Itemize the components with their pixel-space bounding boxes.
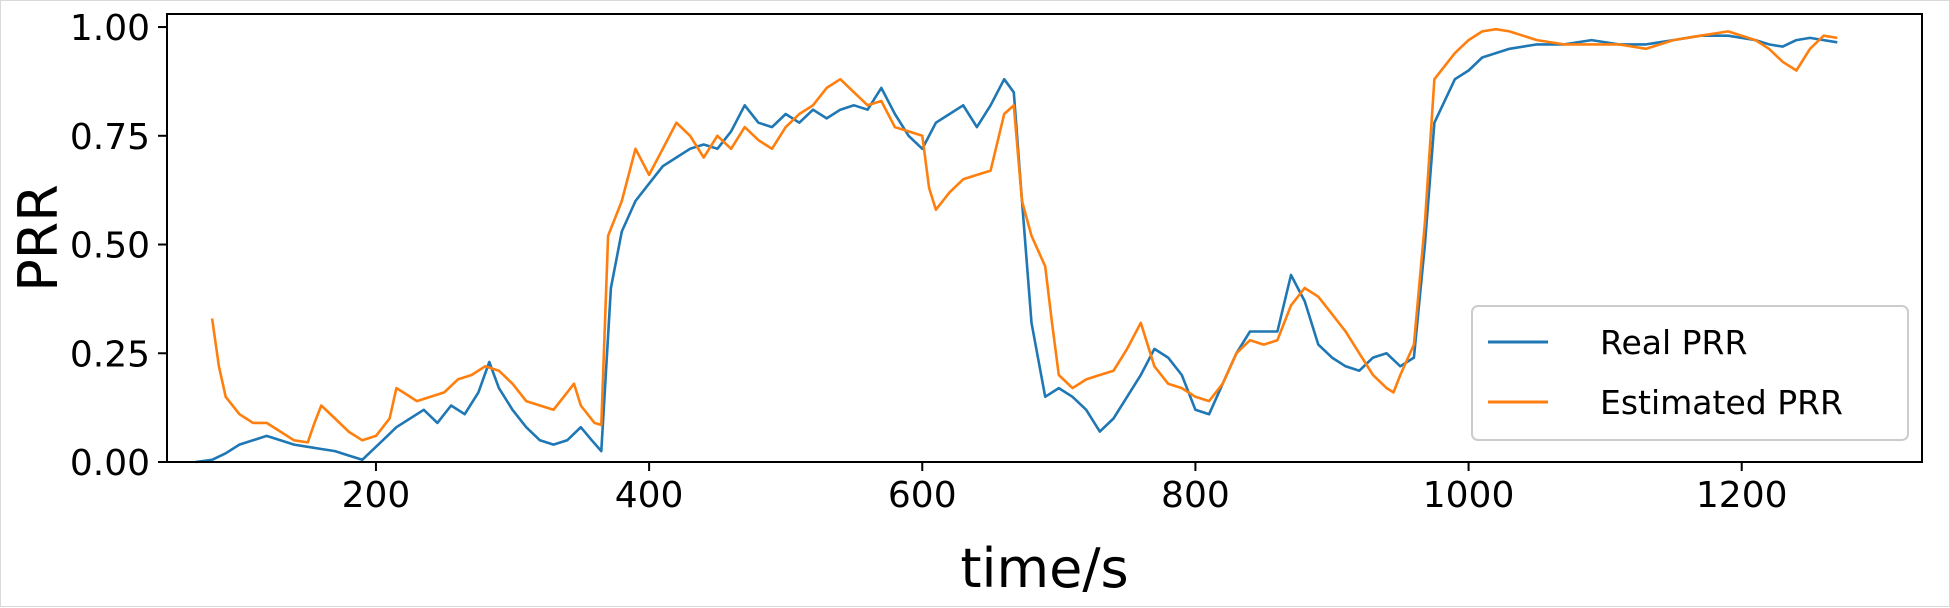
x-tick-label: 400 <box>615 475 684 516</box>
y-tick-label: 0.25 <box>70 334 150 375</box>
legend-box <box>1471 305 1909 441</box>
y-tick-label: 0.00 <box>70 443 150 484</box>
y-tick-label: 0.50 <box>70 226 150 267</box>
y-axis-ticks: 0.00 0.25 0.50 0.75 1.00 <box>70 8 167 484</box>
x-tick-label: 800 <box>1161 475 1230 516</box>
series-line-estimated-prr <box>210 27 1838 444</box>
x-tick-label: 600 <box>888 475 957 516</box>
series-line-real-prr <box>195 34 1838 464</box>
axes-frame <box>166 13 1923 463</box>
x-tick-label: 1200 <box>1696 475 1788 516</box>
x-tick-label: 1000 <box>1423 475 1515 516</box>
legend: Real PRR Estimated PRR <box>1471 305 1909 441</box>
x-axis-title: time/s <box>960 537 1128 600</box>
legend-label: Real PRR <box>1600 323 1747 362</box>
x-tick-label: 200 <box>342 475 411 516</box>
series-layer <box>195 27 1838 464</box>
x-axis-ticks: 200 400 600 800 1000 1200 <box>342 462 1788 516</box>
y-axis-title: PRR <box>7 184 70 292</box>
y-tick-label: 0.75 <box>70 117 150 158</box>
y-tick-label: 1.00 <box>70 8 150 49</box>
legend-label: Estimated PRR <box>1600 383 1843 422</box>
